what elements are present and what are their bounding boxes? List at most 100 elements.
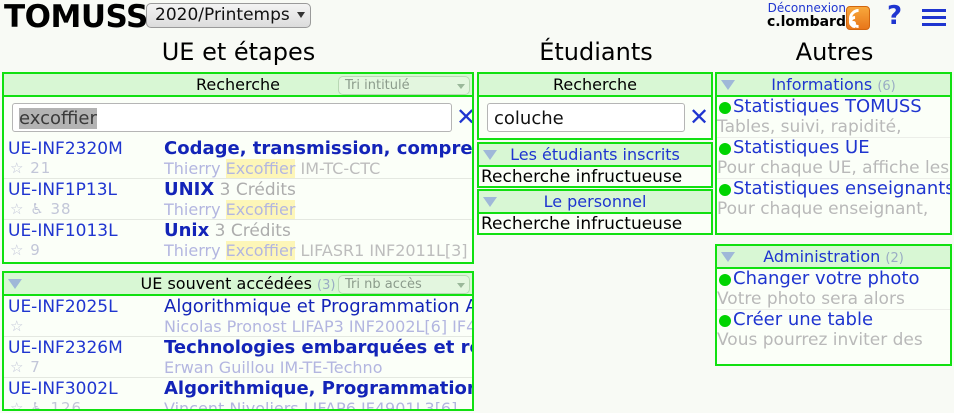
- bullet-icon: [719, 184, 731, 196]
- list-item[interactable]: Statistiques enseignants Pour chaque ens…: [717, 179, 950, 220]
- etudiants-search-value: coluche: [494, 108, 564, 129]
- etudiants-search-row: coluche ✕: [479, 97, 711, 138]
- ue-often-accessed-panel: UE souvent accédées (3) Tri nb accès UE-…: [2, 271, 474, 411]
- collapse-triangle-icon[interactable]: [483, 197, 497, 207]
- ue-code: UE-INF2025L: [8, 297, 118, 317]
- administration-list: Changer votre photo Votre photo sera alo…: [717, 269, 950, 351]
- ue-search-value: excoffier: [19, 108, 97, 129]
- informations-panel: Informations (6) Statistiques TOMUSS Tab…: [715, 72, 952, 235]
- ue-subtitle: Thierry Excoffier: [164, 200, 296, 219]
- column-title-autres: Autres: [795, 38, 874, 66]
- ue-search-header-label: Recherche: [195, 75, 281, 94]
- table-row[interactable]: UE-INF2326M ☆ 7 Technologies embarquées …: [4, 337, 472, 378]
- ue-subtitle: Erwan Guillou IM-TE-Techno: [164, 358, 383, 377]
- ue-often-list: UE-INF2025L ☆ Algorithmique et Programma…: [4, 296, 472, 411]
- ue-often-sort-select[interactable]: Tri nb accès: [338, 275, 470, 294]
- ue-search-row: excoffier ✕: [4, 97, 472, 138]
- list-item-label: Statistiques UE: [733, 138, 870, 158]
- ue-search-panel: Recherche Tri intitulé excoffier ✕ UE-IN…: [2, 72, 474, 264]
- rss-icon[interactable]: [845, 5, 872, 32]
- etudiants-inscrits-result: Recherche infructueuse: [479, 167, 711, 186]
- table-row[interactable]: UE-INF1P13L ☆ ♿ 38 UNIX 3 Crédits Thierr…: [4, 179, 472, 220]
- ue-search-input[interactable]: excoffier: [12, 103, 452, 132]
- ue-subtitle: Thierry Excoffier IM-TC-CTC: [164, 159, 381, 178]
- collapse-triangle-icon[interactable]: [721, 252, 735, 262]
- rss-dot: [851, 21, 856, 26]
- ue-meta: ☆ 9: [10, 241, 41, 259]
- column-title-etudiants: Étudiants: [539, 38, 653, 66]
- ue-meta: ☆ 21: [10, 159, 52, 177]
- table-row[interactable]: UE-INF2025L ☆ Algorithmique et Programma…: [4, 296, 472, 337]
- administration-panel: Administration (2) Changer votre photo V…: [715, 244, 952, 366]
- ue-sort-select[interactable]: Tri intitulé: [338, 76, 470, 95]
- etudiants-inscrits-panel: Les étudiants inscrits Recherche infruct…: [477, 142, 713, 188]
- menu-bar-3: [922, 23, 946, 26]
- list-item[interactable]: Statistiques TOMUSS Tables, suivi, rapid…: [717, 97, 950, 138]
- table-row[interactable]: UE-INF3002L ☆ ♿ 126 Algorithmique, Progr…: [4, 378, 472, 411]
- list-item-label: Changer votre photo: [733, 269, 920, 289]
- administration-header-label: Administration: [763, 247, 881, 266]
- bullet-icon: [719, 102, 731, 114]
- etudiants-search-input[interactable]: coluche: [487, 103, 685, 132]
- ue-code: UE-INF2320M: [8, 139, 123, 159]
- etudiants-search-panel: Recherche coluche ✕: [477, 72, 713, 140]
- ue-meta: ☆: [10, 317, 25, 335]
- app-logo: TOMUSS: [4, 0, 148, 35]
- personnel-header[interactable]: Le personnel: [479, 191, 711, 214]
- ue-meta: ☆ 7: [10, 358, 41, 376]
- list-item[interactable]: Créer une table Vous pourrez inviter des: [717, 310, 950, 351]
- list-item-label: Statistiques TOMUSS: [733, 97, 922, 117]
- etudiants-search-header: Recherche: [479, 74, 711, 97]
- etudiants-search-clear-icon[interactable]: ✕: [689, 103, 710, 131]
- ue-meta: ☆ ♿ 126: [10, 399, 83, 411]
- list-item[interactable]: Statistiques UE Pour chaque UE, affiche …: [717, 138, 950, 179]
- informations-list: Statistiques TOMUSS Tables, suivi, rapid…: [717, 97, 950, 220]
- bullet-icon: [719, 274, 731, 286]
- ue-often-sort-value: Tri nb accès: [345, 277, 422, 292]
- informations-header[interactable]: Informations (6): [717, 74, 950, 97]
- column-title-ue: UE et étapes: [161, 38, 316, 66]
- ue-code: UE-INF1013L: [8, 221, 118, 241]
- list-item-label: Créer une table: [733, 310, 874, 330]
- year-semester-select[interactable]: 2020/Printemps: [146, 3, 311, 28]
- personnel-panel: Le personnel Recherche infructueuse: [477, 189, 713, 235]
- ue-often-count: (3): [317, 278, 336, 293]
- ue-subtitle: Thierry Excoffier LIFASR1 INF2011L[3] II: [164, 241, 472, 260]
- hamburger-menu-icon[interactable]: [922, 9, 946, 30]
- list-item-desc: Votre photo sera alors: [717, 289, 905, 309]
- ue-results-list: UE-INF2320M ☆ 21 Codage, transmission, c…: [4, 138, 472, 261]
- administration-header[interactable]: Administration (2): [717, 246, 950, 269]
- ue-search-clear-icon[interactable]: ✕: [456, 105, 472, 129]
- list-item[interactable]: Changer votre photo Votre photo sera alo…: [717, 269, 950, 310]
- bullet-icon: [719, 143, 731, 155]
- collapse-triangle-icon[interactable]: [483, 150, 497, 160]
- ue-meta: ☆ ♿ 38: [10, 200, 72, 218]
- ue-often-header-label: UE souvent accédées: [140, 274, 312, 293]
- list-item-label: Statistiques enseignants: [733, 179, 950, 199]
- collapse-triangle-icon[interactable]: [8, 279, 22, 289]
- etudiants-inscrits-header[interactable]: Les étudiants inscrits: [479, 144, 711, 167]
- administration-count: (2): [885, 251, 904, 266]
- ue-title: Algorithmique, Programmation: [164, 378, 472, 399]
- collapse-triangle-icon[interactable]: [721, 80, 735, 90]
- bullet-icon: [719, 315, 731, 327]
- chevron-down-icon: [457, 283, 465, 288]
- logout-link[interactable]: Déconnexion: [767, 1, 846, 15]
- ue-often-header[interactable]: UE souvent accédées (3) Tri nb accès: [4, 273, 472, 296]
- list-item-desc: Tables, suivi, rapidité,: [717, 117, 902, 137]
- help-icon[interactable]: ?: [887, 1, 903, 31]
- ue-sort-value: Tri intitulé: [345, 78, 410, 93]
- menu-bar-2: [922, 16, 946, 19]
- informations-count: (6): [877, 79, 896, 94]
- ue-title: UNIX 3 Crédits: [164, 179, 296, 200]
- ue-subtitle: Nicolas Pronost LIFAP3 INF2002L[6] IF49: [164, 317, 472, 336]
- table-row[interactable]: UE-INF2320M ☆ 21 Codage, transmission, c…: [4, 138, 472, 179]
- ue-title: Technologies embarquées et réa: [164, 337, 472, 358]
- chevron-down-icon: [457, 84, 465, 89]
- chevron-down-icon: [296, 12, 305, 18]
- etudiants-inscrits-header-label: Les étudiants inscrits: [510, 145, 680, 164]
- personnel-header-label: Le personnel: [543, 192, 647, 211]
- menu-bar-1: [922, 9, 946, 12]
- ue-code: UE-INF3002L: [8, 379, 118, 399]
- table-row[interactable]: UE-INF1013L ☆ 9 Unix 3 Crédits Thierry E…: [4, 220, 472, 261]
